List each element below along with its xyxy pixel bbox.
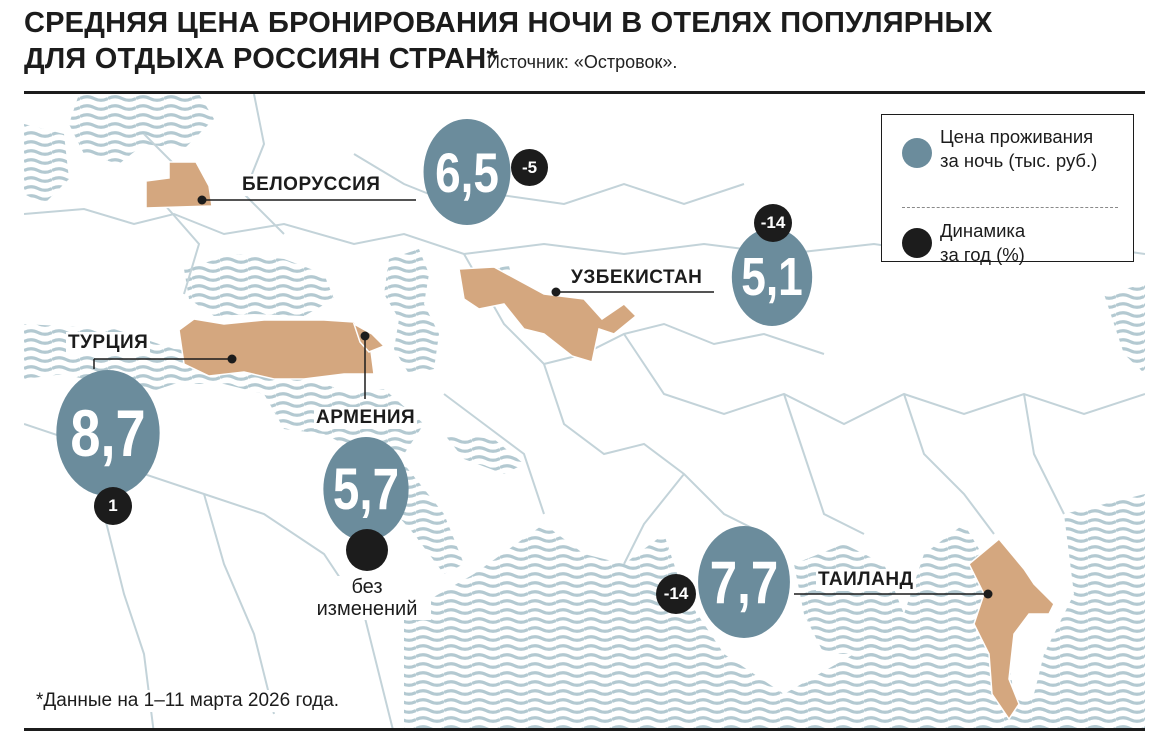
change-dot-thailand: -14 xyxy=(656,574,696,614)
label-turkey: ТУРЦИЯ xyxy=(66,332,151,354)
belarus-dot xyxy=(197,195,207,205)
price-bubble-thailand: 7,7 xyxy=(698,526,790,638)
legend-box: Цена проживания за ночь (тыс. руб.) Дина… xyxy=(881,114,1134,265)
legend-price-swatch xyxy=(902,138,932,168)
label-armenia: АРМЕНИЯ xyxy=(314,407,418,429)
map-area: Цена проживания за ночь (тыс. руб.) Дина… xyxy=(24,91,1145,731)
legend-change-text: Динамика за год (%) xyxy=(940,220,1026,265)
uzbekistan-dot xyxy=(551,287,561,297)
label-belarus: БЕЛОРУССИЯ xyxy=(240,174,383,196)
legend-separator xyxy=(902,207,1118,208)
price-bubble-belarus: 6,5 xyxy=(423,119,511,225)
change-dot-belarus: -5 xyxy=(511,149,548,186)
thailand-shape xyxy=(968,537,1055,721)
change-dot-uzbekistan: -14 xyxy=(754,204,792,242)
chart-title-line2: ДЛЯ ОТДЫХА РОССИЯН СТРАН* xyxy=(24,43,498,75)
location-dots xyxy=(197,195,993,599)
leader-lines xyxy=(93,199,988,595)
legend-price-text: Цена проживания за ночь (тыс. руб.) xyxy=(940,126,1098,171)
change-dot-turkey: 1 xyxy=(94,487,132,525)
price-bubble-turkey: 8,7 xyxy=(56,370,160,496)
price-bubble-armenia: 5,7 xyxy=(323,437,409,541)
source-note: Источник: «Островок». xyxy=(487,52,678,72)
price-bubble-uzbekistan: 5,1 xyxy=(731,228,813,326)
map-background xyxy=(24,94,1145,728)
label-thailand: ТАИЛАНД xyxy=(816,569,916,591)
turkey-dot xyxy=(227,354,237,364)
change-dot-armenia xyxy=(346,529,388,571)
legend-change-swatch xyxy=(902,228,932,258)
belarus-shape xyxy=(145,161,213,209)
armenia-change-note: без изменений xyxy=(303,576,431,620)
uzbekistan-shape xyxy=(458,266,638,363)
armenia-dot xyxy=(360,331,370,341)
chart-title-line1: СРЕДНЯЯ ЦЕНА БРОНИРОВАНИЯ НОЧИ В ОТЕЛЯХ … xyxy=(24,7,993,39)
footnote: *Данные на 1–11 марта 2026 года. xyxy=(36,690,346,712)
turkey-shape xyxy=(178,318,375,380)
label-uzbekistan: УЗБЕКИСТАН xyxy=(569,267,705,289)
thailand-dot xyxy=(983,589,993,599)
